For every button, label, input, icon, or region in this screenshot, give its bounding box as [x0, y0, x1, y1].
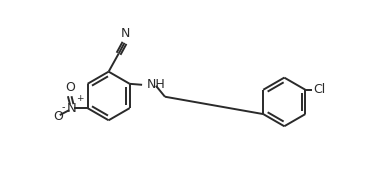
Text: +: + [76, 94, 84, 103]
Text: O: O [65, 81, 74, 94]
Text: Cl: Cl [313, 83, 325, 96]
Text: -: - [62, 103, 65, 113]
Text: O: O [53, 109, 63, 123]
Text: N: N [121, 27, 130, 40]
Text: NH: NH [147, 78, 165, 91]
Text: N: N [67, 102, 76, 115]
